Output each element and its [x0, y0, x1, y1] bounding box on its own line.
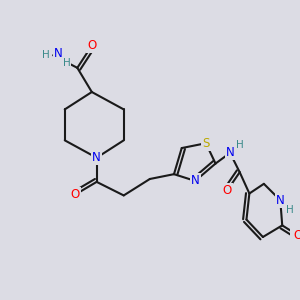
Text: N: N — [92, 151, 101, 164]
Text: H: H — [286, 205, 294, 215]
Text: N: N — [226, 146, 234, 159]
Text: H: H — [236, 140, 244, 150]
Text: O: O — [223, 184, 232, 197]
Text: H: H — [42, 50, 49, 60]
Text: S: S — [202, 137, 210, 150]
Text: N: N — [191, 174, 200, 188]
Text: N: N — [276, 194, 285, 207]
Text: N: N — [54, 47, 62, 60]
Text: O: O — [293, 229, 300, 242]
Text: O: O — [71, 188, 80, 201]
Text: O: O — [87, 39, 96, 52]
Text: H: H — [63, 58, 70, 68]
